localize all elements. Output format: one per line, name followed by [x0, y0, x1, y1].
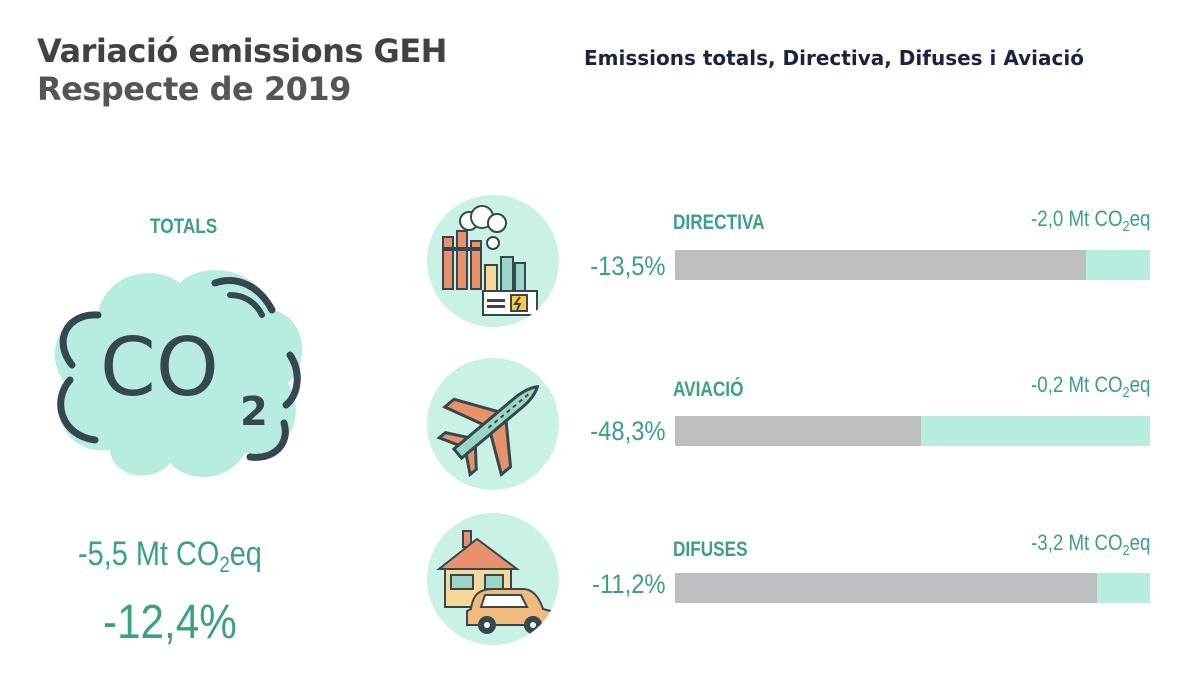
- bar-track-difuses: [675, 573, 1150, 603]
- co2-cloud-text: CO: [100, 321, 219, 414]
- bar-track-aviacio: [675, 416, 1150, 446]
- row-pct-directiva: -13,5%: [590, 251, 666, 281]
- row-mt-difuses: -3,2 Mt CO2eq: [1031, 530, 1150, 559]
- row-label-directiva: DIRECTIVA: [673, 211, 765, 234]
- row-mt-aviacio: -0,2 Mt CO2eq: [1031, 372, 1150, 401]
- totals-mt-value: -5,5 Mt CO2eq: [78, 535, 262, 578]
- totals-label: TOTALS: [150, 215, 218, 238]
- house-car-icon: [427, 513, 559, 645]
- bar-fill-difuses: [675, 573, 1097, 603]
- row-mt-sub-difuses: 2: [1122, 542, 1130, 559]
- totals-mt-prefix: -5,5 Mt CO: [78, 535, 220, 573]
- bar-fill-directiva: [675, 250, 1086, 280]
- row-label-difuses: DIFUSES: [673, 538, 748, 561]
- row-mt-suffix-difuses: eq: [1129, 530, 1150, 555]
- co2-cloud-subscript: 2: [240, 389, 268, 435]
- row-pct-difuses: -11,2%: [592, 569, 666, 599]
- totals-pct-value: -12,4%: [103, 596, 237, 649]
- bar-track-directiva: [675, 250, 1150, 280]
- bar-fill-aviacio: [675, 416, 921, 446]
- totals-mt-suffix: eq: [229, 535, 262, 573]
- row-label-aviacio: AVIACIÓ: [673, 378, 744, 401]
- row-mt-prefix-difuses: -3,2 Mt CO: [1030, 530, 1123, 555]
- row-mt-suffix-aviacio: eq: [1129, 372, 1150, 397]
- airplane-icon: [427, 358, 559, 490]
- row-mt-suffix-directiva: eq: [1129, 206, 1150, 231]
- co2-cloud-icon: CO 2: [40, 255, 310, 490]
- row-pct-aviacio: -48,3%: [590, 416, 666, 446]
- row-mt-sub-aviacio: 2: [1122, 384, 1130, 401]
- row-mt-directiva: -2,0 Mt CO2eq: [1031, 206, 1150, 235]
- chart-heading: Emissions totals, Directiva, Difuses i A…: [584, 46, 1084, 70]
- page-subtitle: Respecte de 2019: [37, 70, 351, 108]
- row-mt-sub-directiva: 2: [1122, 218, 1130, 235]
- factory-icon: [427, 195, 559, 327]
- page-title: Variació emissions GEH: [37, 32, 447, 70]
- row-mt-prefix-directiva: -2,0 Mt CO: [1030, 206, 1123, 231]
- row-mt-prefix-aviacio: -0,2 Mt CO: [1030, 372, 1123, 397]
- totals-mt-sub: 2: [219, 552, 230, 577]
